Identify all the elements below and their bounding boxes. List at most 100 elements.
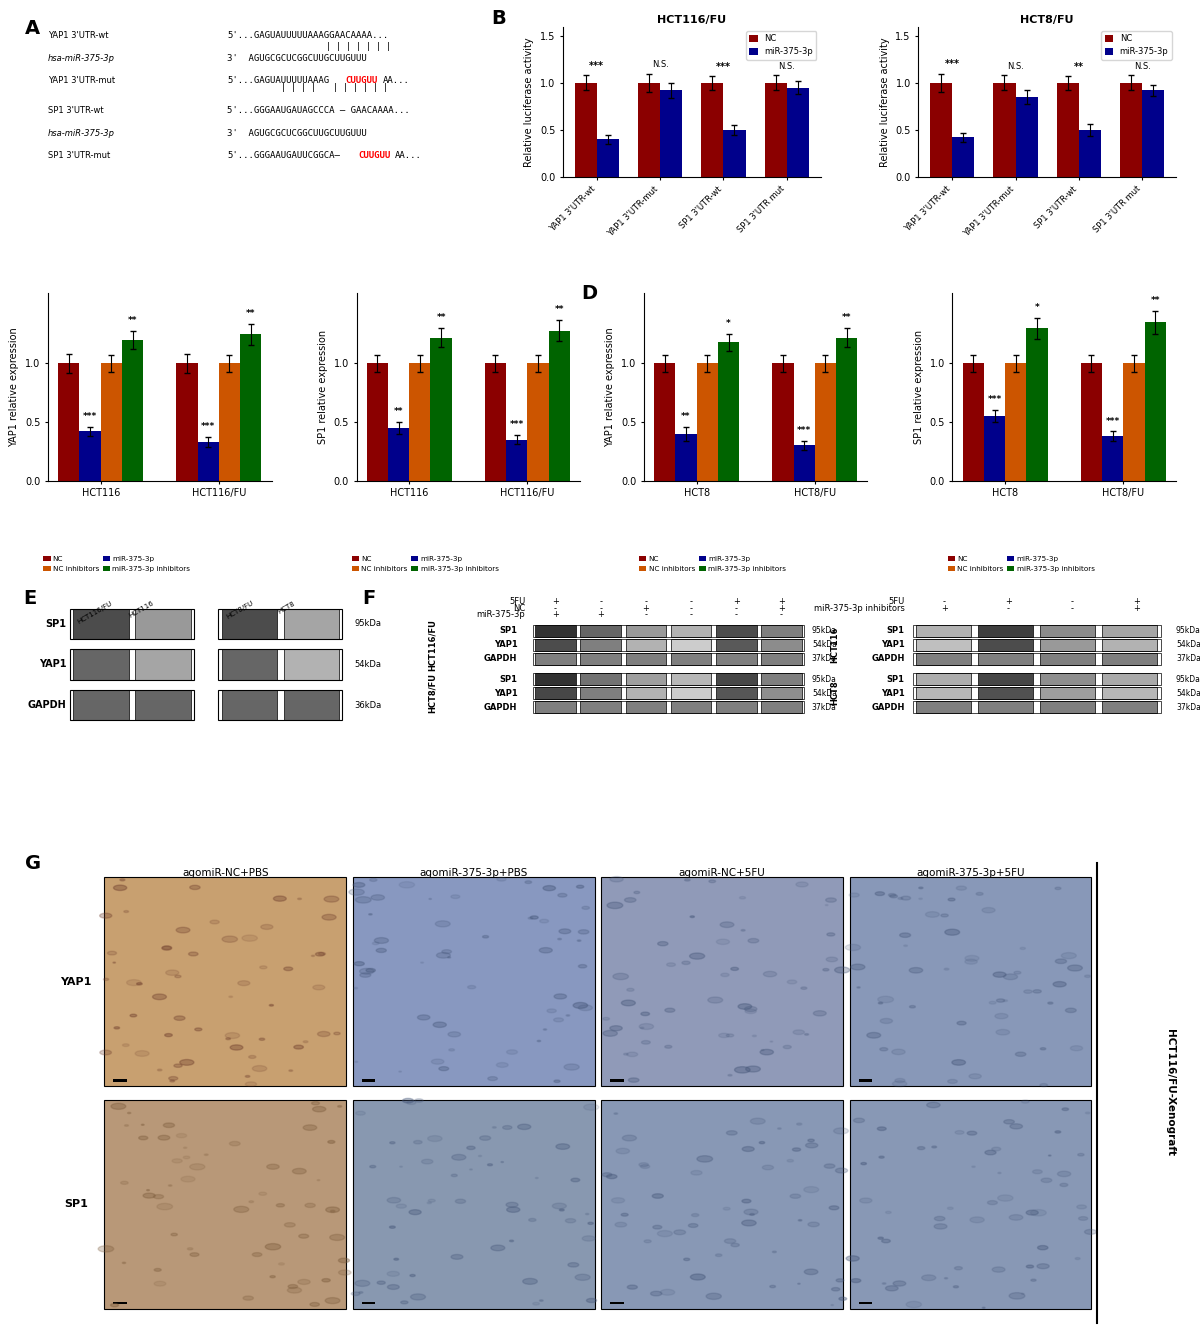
Bar [716, 625, 757, 637]
Circle shape [708, 997, 722, 1003]
Bar [535, 653, 576, 665]
Bar [581, 625, 622, 637]
Circle shape [355, 1280, 370, 1287]
Circle shape [624, 898, 636, 902]
Legend: NC, NC inhibitors, miR-375-3p, miR-375-3p inhibitors: NC, NC inhibitors, miR-375-3p, miR-375-3… [944, 553, 1098, 574]
Circle shape [175, 975, 181, 978]
Text: AA...: AA... [383, 76, 409, 86]
Circle shape [554, 1079, 560, 1082]
Circle shape [583, 1104, 599, 1110]
Circle shape [544, 886, 556, 891]
Circle shape [989, 1001, 996, 1005]
Circle shape [1070, 1046, 1082, 1050]
Bar [724, 130, 745, 176]
Bar [676, 434, 697, 481]
Circle shape [616, 1222, 626, 1226]
Circle shape [139, 1136, 148, 1140]
Text: SP1: SP1 [46, 619, 66, 629]
Circle shape [1031, 1209, 1046, 1216]
Circle shape [270, 1276, 275, 1277]
Circle shape [804, 1186, 818, 1193]
Bar [912, 625, 1160, 637]
Circle shape [449, 1049, 455, 1051]
Text: +: + [1133, 604, 1140, 613]
Bar [716, 639, 757, 651]
Circle shape [839, 1297, 847, 1300]
Text: agomiR-NC+PBS: agomiR-NC+PBS [182, 868, 269, 878]
Text: +: + [778, 597, 785, 607]
Circle shape [1033, 990, 1042, 993]
Circle shape [452, 1154, 466, 1160]
Circle shape [918, 1146, 925, 1149]
Bar [978, 673, 1033, 685]
Text: miR-375-3p inhibitors: miR-375-3p inhibitors [814, 604, 905, 613]
Circle shape [252, 1066, 266, 1071]
Circle shape [529, 1218, 536, 1221]
Circle shape [120, 879, 125, 880]
Text: 37kDa: 37kDa [812, 703, 836, 712]
Bar [222, 649, 277, 680]
Text: **: ** [437, 314, 446, 322]
Circle shape [506, 1206, 520, 1212]
Circle shape [334, 1033, 340, 1035]
Bar [716, 687, 757, 699]
Circle shape [1054, 982, 1066, 987]
Circle shape [970, 1217, 984, 1222]
Circle shape [114, 886, 127, 891]
Circle shape [726, 1130, 737, 1136]
Text: YAP1: YAP1 [40, 660, 66, 669]
Circle shape [685, 879, 690, 880]
Circle shape [289, 1070, 293, 1071]
Text: +: + [1133, 597, 1140, 607]
Text: HCT8: HCT8 [277, 600, 296, 615]
Circle shape [269, 1005, 274, 1006]
Text: ***: *** [988, 395, 1002, 405]
Circle shape [245, 1075, 250, 1077]
Text: GAPDH: GAPDH [484, 655, 517, 664]
Circle shape [503, 1126, 512, 1129]
Bar [671, 639, 712, 651]
Circle shape [935, 1216, 944, 1221]
Circle shape [996, 999, 1004, 1002]
Circle shape [338, 1259, 349, 1263]
Circle shape [265, 1244, 281, 1250]
Text: 5'...GGGAAUGAUUCGGCA—: 5'...GGGAAUGAUUCGGCA— [227, 151, 340, 160]
Circle shape [1060, 1184, 1068, 1186]
Text: GAPDH: GAPDH [28, 700, 66, 709]
Circle shape [110, 1104, 126, 1109]
Circle shape [287, 1288, 301, 1293]
Circle shape [784, 1045, 791, 1049]
Circle shape [259, 966, 266, 969]
Circle shape [533, 1303, 540, 1305]
Text: -: - [1070, 597, 1074, 607]
Circle shape [965, 955, 979, 961]
Circle shape [565, 1218, 576, 1222]
Circle shape [1010, 1124, 1022, 1129]
Circle shape [559, 929, 571, 934]
Text: -: - [690, 597, 692, 607]
Text: 54kDa: 54kDa [1176, 688, 1200, 697]
Circle shape [190, 886, 200, 890]
Circle shape [414, 1141, 422, 1144]
Circle shape [728, 1074, 732, 1075]
Y-axis label: YAP1 relative expression: YAP1 relative expression [10, 327, 19, 446]
Circle shape [325, 1206, 340, 1213]
Text: 5'...GGGAAUGAUAGCCCA — GAACAAAA...: 5'...GGGAAUGAUAGCCCA — GAACAAAA... [227, 107, 410, 115]
Circle shape [1061, 953, 1076, 959]
Text: agomiR-375-3p+PBS: agomiR-375-3p+PBS [420, 868, 528, 878]
Circle shape [742, 930, 745, 931]
Bar [764, 83, 787, 176]
Circle shape [724, 1208, 730, 1210]
Text: | | | | | | |: | | | | | | | [326, 43, 391, 52]
Text: 36kDa: 36kDa [355, 700, 382, 709]
Circle shape [360, 973, 371, 977]
Bar [836, 338, 857, 481]
Text: ***: *** [589, 61, 605, 71]
Text: ***: *** [202, 422, 215, 432]
Text: N.S.: N.S. [652, 60, 668, 69]
Text: 37kDa: 37kDa [1176, 703, 1200, 712]
Circle shape [641, 1013, 649, 1015]
Circle shape [602, 1018, 610, 1021]
Circle shape [170, 1079, 174, 1082]
Bar [1102, 436, 1123, 481]
